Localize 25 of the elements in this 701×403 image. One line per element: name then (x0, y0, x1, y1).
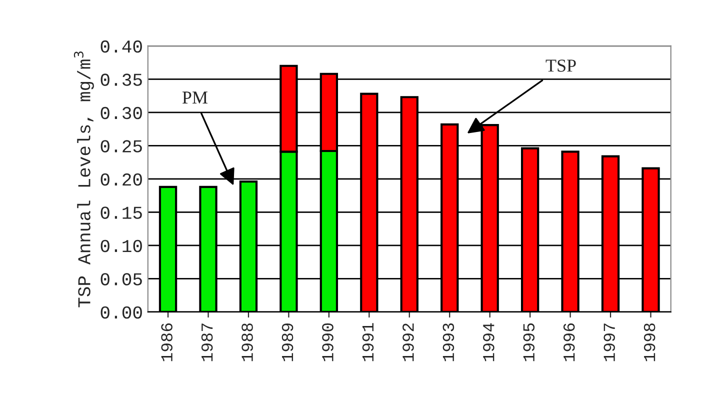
x-tick-label: 1997 (604, 324, 615, 362)
x-tick-label: 1993 (442, 323, 454, 362)
x-tick-label: 1996 (563, 323, 575, 362)
y-tick-label: 0.30 (100, 106, 142, 120)
x-tick-label: 1992 (402, 324, 414, 362)
y-tick-label: 0.00 (100, 306, 142, 319)
annotation: PM (182, 92, 208, 104)
x-tick-label: 1988 (242, 323, 253, 362)
y-tick-label: 0.25 (100, 140, 142, 152)
x-tick-label: 1989 (282, 324, 294, 362)
y-tick-label: 0.10 (100, 240, 142, 252)
y-tick-label: 0.15 (100, 206, 142, 219)
x-tick-label: 1995 (523, 323, 535, 362)
y-tick-label: 0.40 (100, 40, 142, 53)
y-tick-label: 0.05 (100, 273, 142, 286)
x-tick-label: 1987 (201, 324, 213, 362)
y-tick-label: 0.35 (100, 74, 142, 86)
x-tick-label: 1986 (161, 323, 172, 362)
y-tick-label: 0.20 (100, 173, 142, 186)
x-tick-label: 1998 (644, 323, 656, 362)
x-tick-label: 1990 (322, 323, 334, 362)
annotation: TSP (546, 60, 576, 72)
y-axis-title: TSP Annual Levels, mg/m$^{3}$ (74, 52, 94, 308)
x-tick-label: 1991 (362, 323, 374, 362)
x-tick-label: 1994 (483, 323, 494, 362)
